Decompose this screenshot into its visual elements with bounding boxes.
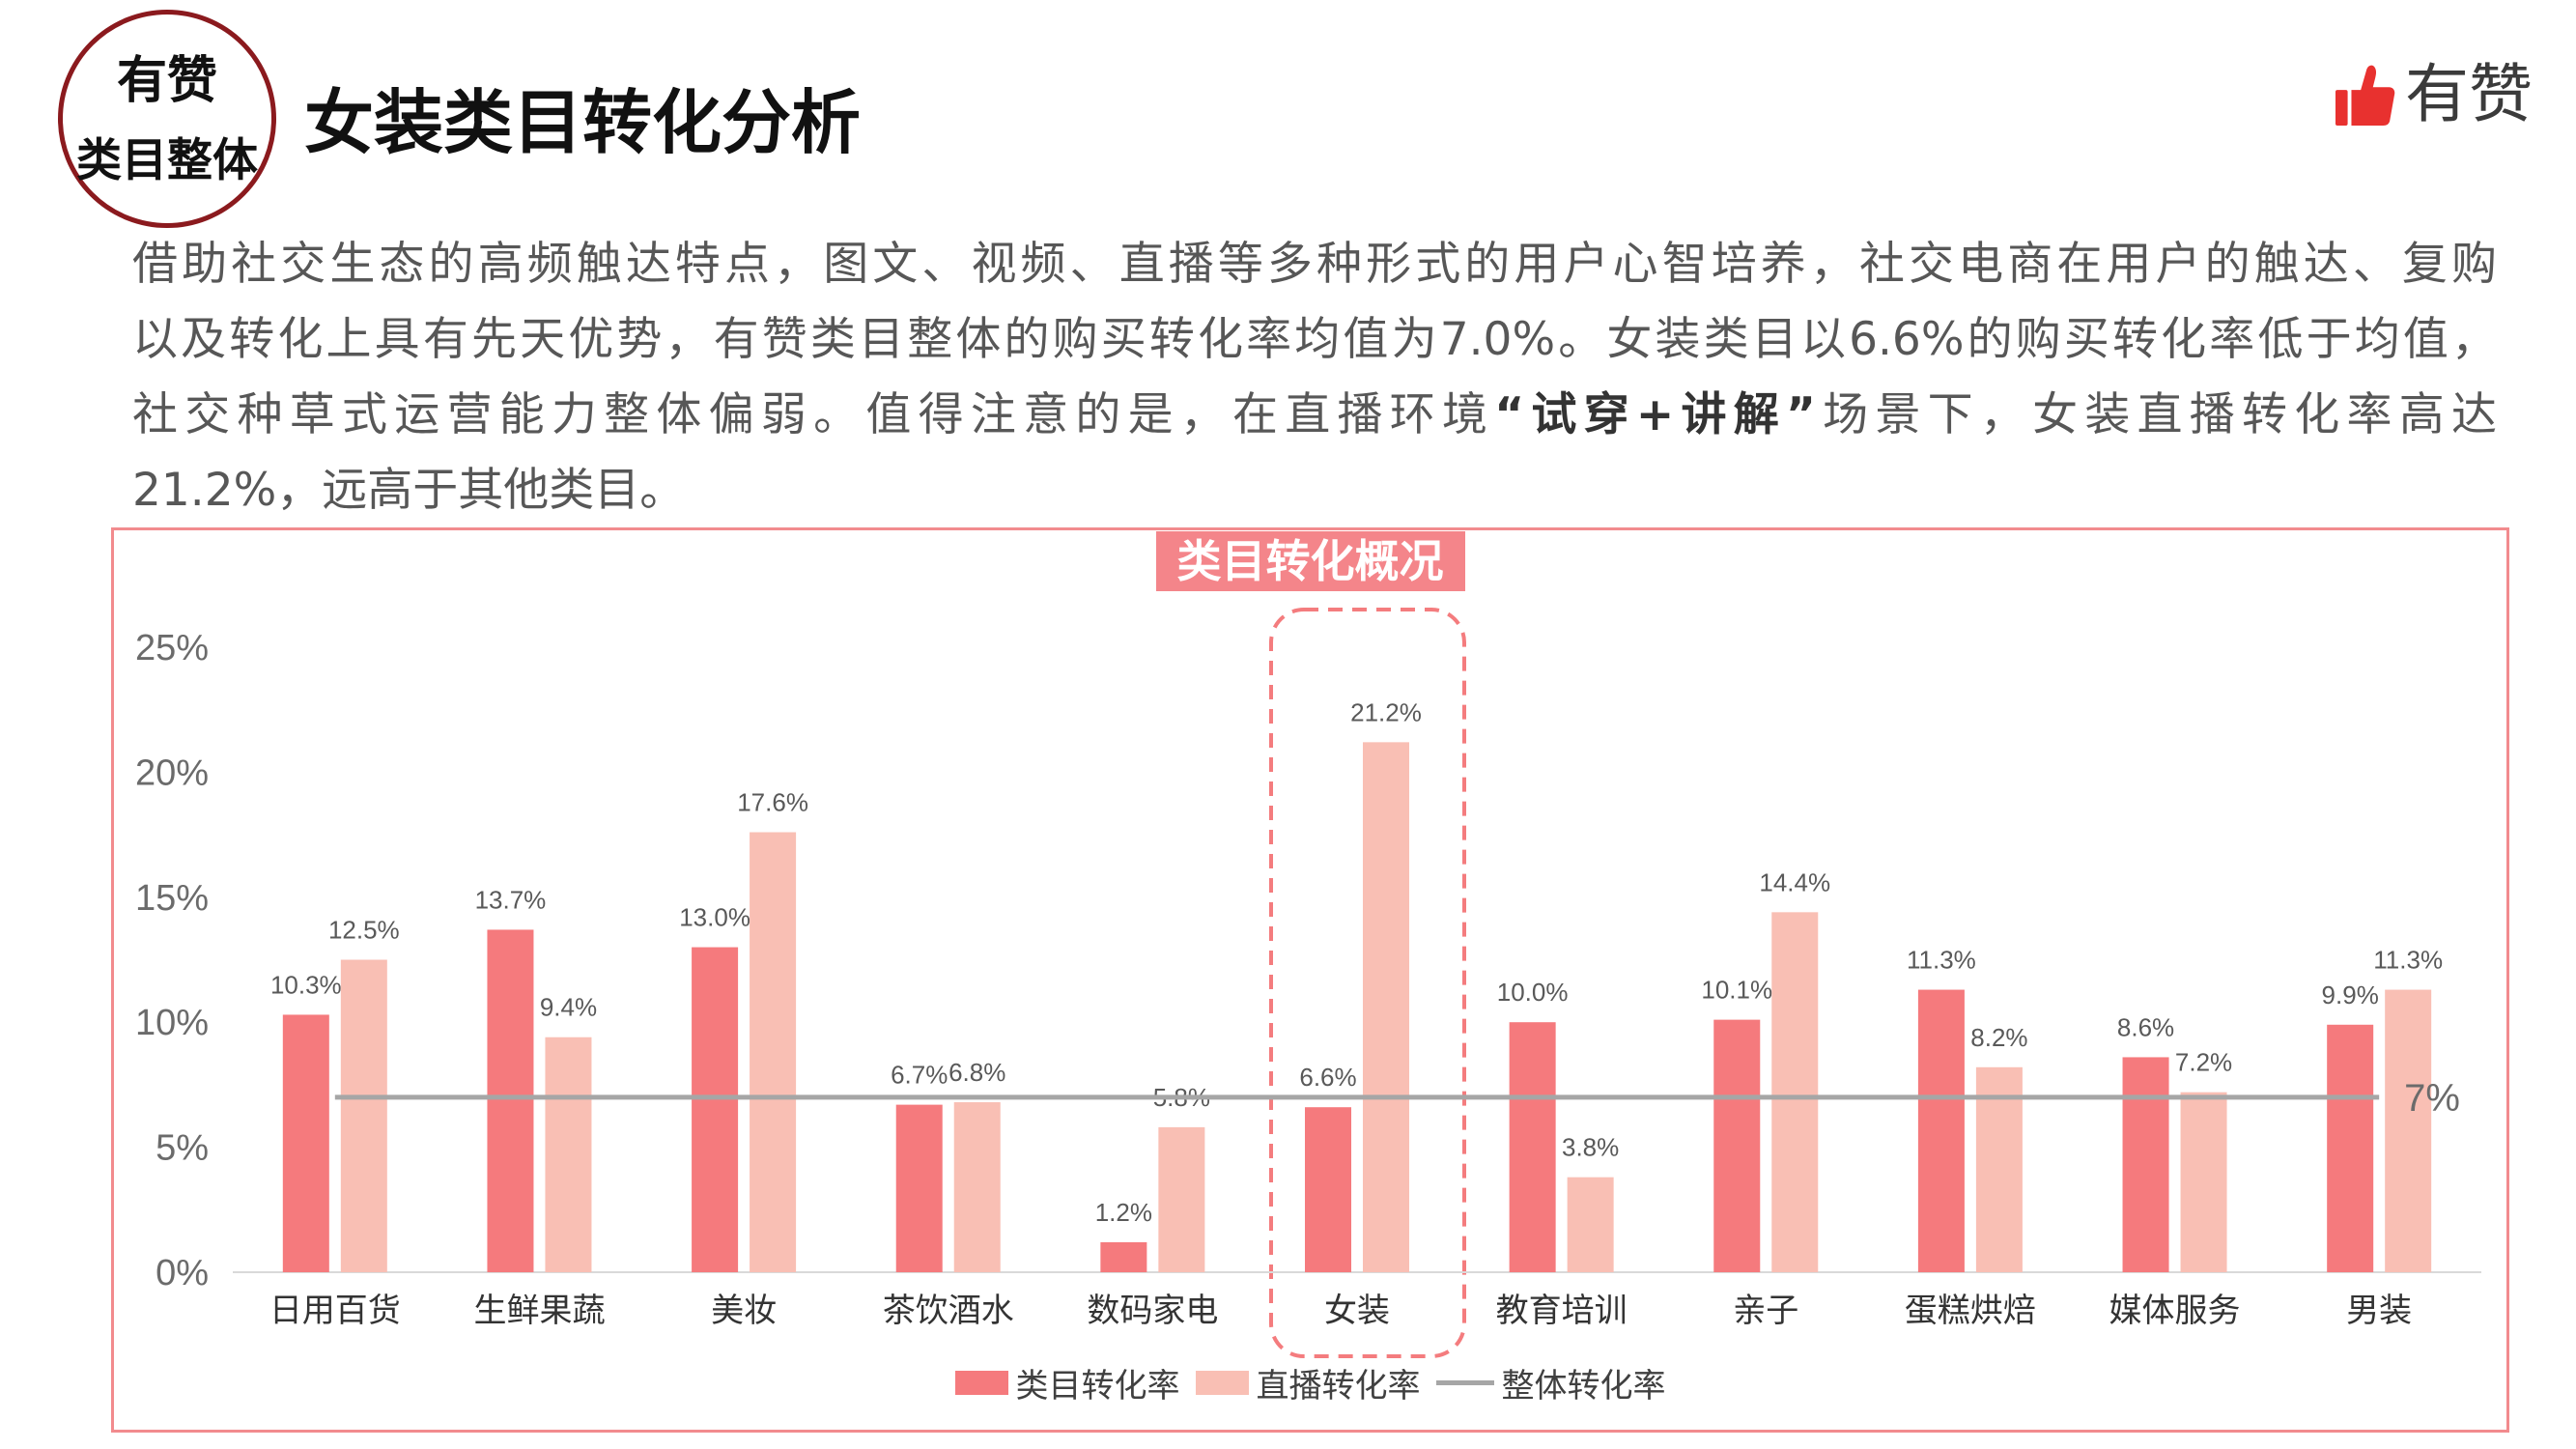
badge-line-2: 类目整体: [76, 134, 258, 187]
x-tick-label: 媒体服务: [2109, 1293, 2241, 1329]
intro-text: 场景下，女装直播转化率高达: [1815, 388, 2497, 441]
category-rate-bar: [487, 929, 534, 1272]
legend-label: 类目转化率: [1015, 1367, 1180, 1405]
bar-chart: 0% 5% 10% 15% 20% 25% 10.3% 13.7% 13.0% 6.7% 1.2% 6…: [135, 608, 2481, 1358]
live-rate-bar: [545, 1037, 592, 1272]
category-rate-data-label: 10.3%: [270, 970, 342, 999]
legend-swatch-category-rate: [954, 1370, 1008, 1395]
intro-text: 社交种草式运营能力整体偏弱。值得注意的是，在直播环境: [132, 388, 1495, 441]
category-rate-bar: [1305, 1107, 1351, 1272]
intro-line: 21.2%，远高于其他类目。: [132, 464, 686, 517]
category-rate-bar: [1917, 989, 1965, 1272]
highlight-box: [1269, 608, 1466, 1358]
legend-label: 整体转化率: [1501, 1367, 1666, 1405]
x-tick-label: 女装: [1324, 1293, 1390, 1329]
chart-title: 类目转化概况: [1155, 531, 1465, 591]
legend-item-category-rate: 类目转化率: [954, 1359, 1180, 1406]
live-rate-bar: [1567, 1177, 1614, 1272]
category-rate-data-label: 13.0%: [679, 903, 750, 932]
brand-name: 有赞: [2405, 57, 2533, 131]
category-rate-bar: [2327, 1024, 2374, 1272]
chart-legend: 类目转化率 直播转化率 整体转化率: [114, 1363, 2506, 1405]
x-tick-label: 蛋糕烘焙: [1905, 1293, 2036, 1329]
x-tick-label: 茶饮酒水: [883, 1293, 1014, 1329]
legend-swatch-overall-rate: [1435, 1379, 1494, 1385]
category-rate-bar: [692, 947, 739, 1272]
live-rate-data-label: 21.2%: [1350, 697, 1422, 726]
category-rate-bar: [1713, 1019, 1761, 1272]
intro-emphasis: “试穿+讲解”: [1494, 388, 1816, 441]
category-rate-data-label: 11.3%: [1907, 946, 1976, 975]
category-rate-bar: [282, 1014, 329, 1272]
live-rate-bar: [1158, 1126, 1205, 1272]
y-tick-label: 0%: [156, 1253, 209, 1293]
legend-swatch-live-rate: [1195, 1370, 1249, 1395]
y-tick-label: 25%: [135, 628, 209, 668]
live-rate-data-label: 11.3%: [2373, 946, 2443, 975]
y-tick-label: 5%: [156, 1128, 209, 1169]
thumbs-up-icon: [2335, 65, 2395, 126]
live-rate-data-label: 14.4%: [1759, 867, 1830, 896]
live-rate-data-label: 12.5%: [328, 916, 400, 945]
category-rate-data-label: 6.6%: [1299, 1063, 1356, 1092]
y-tick-label: 10%: [135, 1003, 209, 1043]
live-rate-bar: [953, 1102, 1001, 1272]
legend-label: 直播转化率: [1256, 1367, 1421, 1405]
x-tick-label: 生鲜果蔬: [473, 1293, 605, 1329]
x-tick-label: 日用百货: [269, 1293, 401, 1329]
category-rate-data-label: 9.9%: [2322, 980, 2379, 1009]
live-rate-data-label: 3.8%: [1562, 1133, 1619, 1162]
category-rate-data-label: 10.0%: [1497, 978, 1569, 1007]
live-rate-data-label: 7.2%: [2175, 1048, 2232, 1077]
page-title: 女装类目转化分析: [304, 82, 862, 163]
category-rate-bar: [895, 1104, 943, 1272]
x-tick-label: 男装: [2346, 1293, 2412, 1329]
brand-logo: 有赞: [2335, 56, 2533, 133]
category-rate-bar: [1509, 1022, 1556, 1272]
legend-item-overall-rate: 整体转化率: [1435, 1359, 1666, 1406]
category-rate-bar: [1100, 1241, 1147, 1272]
badge-line-1: 有赞: [116, 52, 217, 110]
reference-line-label: 7%: [2404, 1077, 2460, 1120]
legend-item-live-rate: 直播转化率: [1195, 1359, 1421, 1406]
category-rate-data-label: 1.2%: [1095, 1198, 1152, 1227]
live-rate-data-label: 6.8%: [948, 1058, 1005, 1087]
intro-paragraph: 借助社交生态的高频触达特点，图文、视频、直播等多种形式的用户心智培养，社交电商在…: [132, 227, 2497, 528]
intro-line: 以及转化上具有先天优势，有赞类目整体的购买转化率均值为7.0%。女装类目以6.6…: [132, 313, 2497, 366]
x-tick-label: 数码家电: [1087, 1293, 1218, 1329]
category-badge: 有赞 类目整体: [58, 10, 276, 228]
live-rate-bar: [340, 959, 387, 1272]
intro-line: 借助社交生态的高频触达特点，图文、视频、直播等多种形式的用户心智培养，社交电商在…: [132, 238, 2497, 291]
category-rate-data-label: 10.1%: [1701, 976, 1772, 1005]
live-rate-bar: [1975, 1066, 2023, 1272]
live-rate-data-label: 8.2%: [1970, 1023, 2027, 1052]
live-rate-data-label: 17.6%: [737, 788, 808, 817]
live-rate-bar: [2180, 1092, 2227, 1272]
intro-line: 社交种草式运营能力整体偏弱。值得注意的是，在直播环境“试穿+讲解”场景下，女装直…: [132, 378, 2497, 453]
category-rate-data-label: 6.7%: [891, 1061, 948, 1090]
x-tick-label: 美妆: [711, 1293, 777, 1329]
live-rate-bar: [1363, 742, 1409, 1272]
x-tick-label: 亲子: [1733, 1293, 1798, 1329]
y-tick-label: 15%: [135, 878, 209, 919]
category-rate-bar: [2122, 1057, 2169, 1272]
x-tick-label: 教育培训: [1496, 1293, 1628, 1329]
live-rate-bar: [2385, 989, 2432, 1272]
live-rate-bar: [750, 832, 797, 1272]
live-rate-data-label: 9.4%: [540, 993, 597, 1022]
live-rate-bar: [1771, 912, 1819, 1272]
y-tick-label: 20%: [135, 753, 209, 793]
chart-panel: 0% 5% 10% 15% 20% 25% 10.3% 13.7% 13.0% 6.7% 1.2% 6…: [111, 527, 2509, 1433]
category-rate-data-label: 13.7%: [475, 885, 547, 914]
category-rate-data-label: 8.6%: [2117, 1012, 2174, 1041]
